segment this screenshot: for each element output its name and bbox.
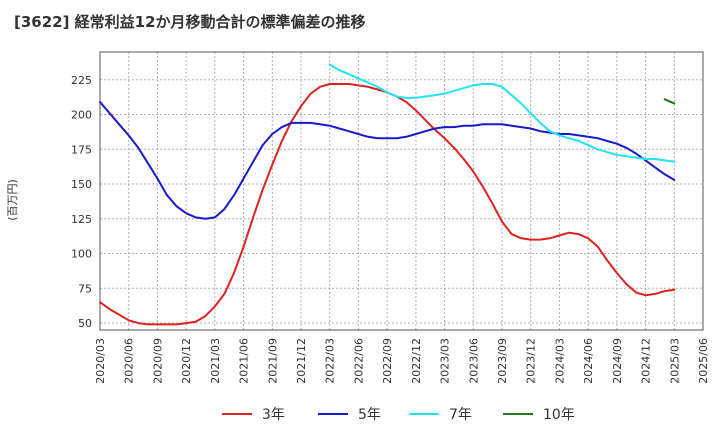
x-tick-label: 2024/06	[582, 338, 595, 384]
series-layer	[99, 63, 676, 326]
x-tick-label: 2020/06	[123, 338, 136, 384]
legend-item-3年: 3年	[222, 407, 285, 423]
plot-frame	[99, 51, 704, 331]
x-tick-label: 2024/03	[553, 338, 566, 384]
legend-item-10年: 10年	[503, 407, 575, 423]
legend-item-7年: 7年	[409, 407, 472, 423]
y-tick-label: 225	[71, 74, 92, 87]
chart-title: [3622] 経常利益12か月移動合計の標準偏差の推移	[14, 13, 366, 31]
x-tick-label: 2022/06	[352, 338, 365, 384]
series-line-10年	[663, 98, 676, 105]
y-tick-label: 125	[71, 213, 92, 226]
y-tick-label: 200	[71, 109, 92, 122]
series-line-7年	[328, 63, 676, 163]
x-tick-label: 2024/12	[640, 338, 653, 384]
x-tick-label: 2023/03	[439, 338, 452, 384]
x-tick-label: 2025/06	[697, 338, 710, 384]
legend-label: 5年	[358, 407, 381, 423]
x-tick-label: 2020/09	[151, 338, 164, 384]
x-tick-label: 2023/09	[496, 338, 509, 384]
axes-layer: 50 75 100 125 150 175 200 225 2020/03 2020/06 2020…	[71, 51, 710, 384]
x-tick-label: 2020/12	[180, 338, 193, 384]
y-axis-label: (百万円)	[6, 179, 19, 221]
x-tick-label: 2022/12	[410, 338, 423, 384]
grid-layer	[99, 52, 704, 330]
x-tick-label: 2025/03	[668, 338, 681, 384]
x-tick-label: 2023/12	[525, 338, 538, 384]
x-tick-label: 2024/09	[611, 338, 624, 384]
x-tick-label: 2021/09	[266, 338, 279, 384]
x-tick-label: 2021/12	[295, 338, 308, 384]
x-tick-label: 2022/03	[324, 338, 337, 384]
series-line-5年	[99, 101, 676, 220]
legend-item-5年: 5年	[318, 407, 381, 423]
x-tick-label: 2020/03	[94, 338, 107, 384]
x-tick-label: 2021/03	[209, 338, 222, 384]
y-tick-label: 150	[71, 178, 92, 191]
x-tick-label: 2021/06	[238, 338, 251, 384]
x-tick-label: 2022/09	[381, 338, 394, 384]
y-tick-label: 50	[78, 317, 92, 330]
y-tick-label: 175	[71, 143, 92, 156]
legend-label: 10年	[543, 407, 575, 423]
legend-label: 3年	[262, 407, 285, 423]
y-tick-label: 100	[71, 248, 92, 261]
x-tick-label: 2023/06	[467, 338, 480, 384]
legend-label: 7年	[449, 407, 472, 423]
legend: 3年 5年 7年 10年	[222, 407, 575, 423]
y-tick-label: 75	[78, 282, 92, 295]
